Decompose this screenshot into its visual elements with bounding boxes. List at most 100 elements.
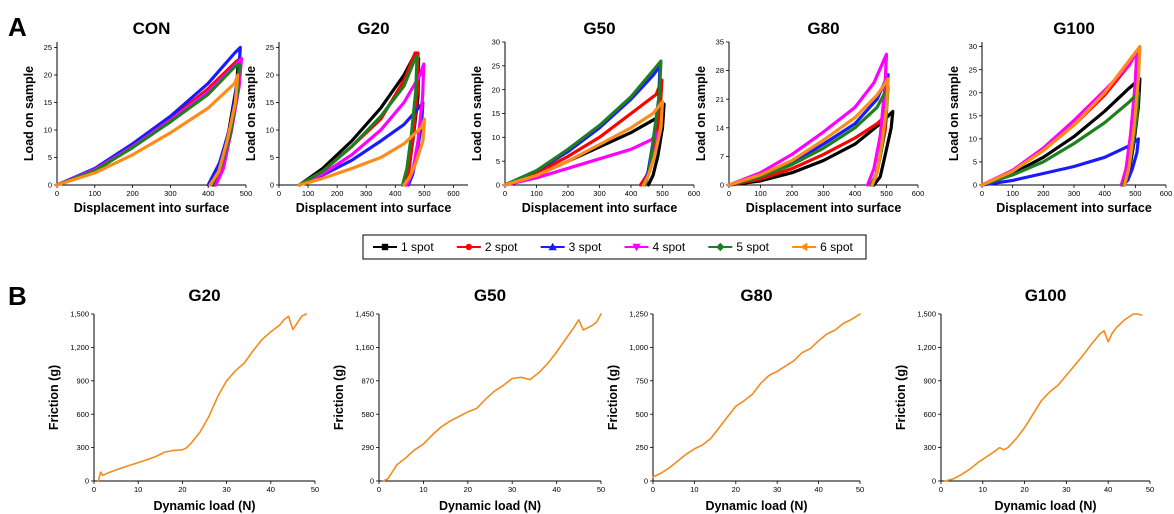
series-line-6-spot <box>297 117 426 187</box>
y-tick-label: 500 <box>635 410 648 419</box>
x-tick-label: 300 <box>1068 189 1081 198</box>
y-tick-label: 10 <box>266 126 274 135</box>
x-tick-label: 20 <box>178 485 186 494</box>
x-tick-label: 10 <box>134 485 142 494</box>
y-tick-label: 1,450 <box>355 310 374 319</box>
chart-title: G80 <box>807 19 839 38</box>
legend-marker-triangle-up <box>548 242 557 251</box>
x-axis-label: Displacement into surface <box>296 201 452 215</box>
x-tick-label: 10 <box>979 485 987 494</box>
x-tick-label: 600 <box>912 189 925 198</box>
x-tick-label: 300 <box>817 189 830 198</box>
y-tick-label: 300 <box>923 443 936 452</box>
x-tick-label: 400 <box>625 189 638 198</box>
x-tick-label: 0 <box>939 485 943 494</box>
y-tick-label: 25 <box>969 65 977 74</box>
legend-marker-square <box>381 243 389 251</box>
chart-a-con: CON 0 100 200 300 400 500 0 5 10 15 20 25 Displacemen… <box>22 19 252 215</box>
x-tick-label: 50 <box>597 485 605 494</box>
y-tick-label: 15 <box>969 111 977 120</box>
series-line-4-spot <box>727 52 889 187</box>
y-tick-label: 600 <box>923 410 936 419</box>
x-tick-label: 40 <box>267 485 275 494</box>
legend-label: 3 spot <box>569 240 602 254</box>
y-axis-label: Load on sample <box>694 66 708 161</box>
x-tick-label: 30 <box>222 485 230 494</box>
x-tick-label: 100 <box>89 189 102 198</box>
series-line-6-spot <box>55 73 240 187</box>
y-tick-label: 0 <box>270 181 274 190</box>
x-tick-label: 200 <box>331 189 344 198</box>
y-tick-label: 0 <box>85 477 89 486</box>
y-axis-label: Friction (g) <box>47 365 61 430</box>
y-tick-label: 20 <box>969 88 977 97</box>
y-tick-label: 35 <box>716 38 724 47</box>
y-tick-label: 1,500 <box>917 310 936 319</box>
legend-marker-circle <box>465 243 473 251</box>
y-tick-label: 15 <box>266 98 274 107</box>
chart-b-g50: G50 0 10 20 30 40 50 0 290 580 870 1,160 1,450 Dynami… <box>332 286 605 513</box>
legend-marker-triangle-left <box>799 242 808 252</box>
legend-label: 1 spot <box>401 240 434 254</box>
chart-b-g20: G20 0 10 20 30 40 50 0 300 600 900 1,200 1,500 Dynami… <box>47 286 319 513</box>
x-tick-label: 10 <box>419 485 427 494</box>
x-tick-label: 500 <box>1129 189 1142 198</box>
x-axis-label: Dynamic load (N) <box>994 499 1096 513</box>
y-tick-label: 0 <box>644 477 648 486</box>
series-line <box>382 313 602 482</box>
y-tick-label: 1,500 <box>70 310 89 319</box>
x-tick-label: 200 <box>126 189 139 198</box>
x-tick-label: 0 <box>727 189 731 198</box>
x-axis-label: Dynamic load (N) <box>439 499 541 513</box>
x-tick-label: 30 <box>1062 485 1070 494</box>
legend-label: 5 spot <box>736 240 769 254</box>
x-axis-label: Displacement into surface <box>74 201 230 215</box>
x-tick-label: 500 <box>418 189 431 198</box>
x-tick-label: 40 <box>814 485 822 494</box>
x-axis-label: Dynamic load (N) <box>153 499 255 513</box>
x-axis-label: Displacement into surface <box>996 201 1152 215</box>
y-tick-label: 10 <box>44 126 52 135</box>
y-tick-label: 25 <box>492 61 500 70</box>
y-tick-label: 15 <box>492 109 500 118</box>
x-tick-label: 30 <box>508 485 516 494</box>
y-tick-label: 20 <box>266 71 274 80</box>
x-tick-label: 50 <box>311 485 319 494</box>
y-tick-label: 25 <box>266 43 274 52</box>
series-line-4-spot <box>980 49 1139 187</box>
y-tick-label: 870 <box>361 376 374 385</box>
legend-marker-diamond <box>716 242 725 252</box>
panel-a-letter: A <box>8 12 27 42</box>
y-tick-label: 10 <box>492 133 500 142</box>
x-tick-label: 0 <box>55 189 59 198</box>
y-axis-label: Load on sample <box>244 66 258 161</box>
y-tick-label: 21 <box>716 95 724 104</box>
x-axis-label: Displacement into surface <box>746 201 902 215</box>
chart-title: G80 <box>740 286 772 305</box>
x-tick-label: 300 <box>360 189 373 198</box>
x-tick-label: 500 <box>240 189 253 198</box>
x-tick-label: 0 <box>503 189 507 198</box>
y-tick-label: 580 <box>361 410 374 419</box>
y-tick-label: 20 <box>492 85 500 94</box>
y-tick-label: 25 <box>44 43 52 52</box>
x-tick-label: 50 <box>856 485 864 494</box>
y-tick-label: 250 <box>635 443 648 452</box>
series-line <box>944 313 1143 482</box>
y-tick-label: 0 <box>973 181 977 190</box>
x-tick-label: 600 <box>1160 189 1173 198</box>
y-tick-label: 1,160 <box>355 343 374 352</box>
series-line-5-spot <box>55 62 242 187</box>
y-axis-label: Friction (g) <box>332 365 346 430</box>
x-tick-label: 400 <box>1098 189 1111 198</box>
x-tick-label: 10 <box>690 485 698 494</box>
y-tick-label: 290 <box>361 443 374 452</box>
series-line <box>652 313 861 478</box>
y-tick-label: 1,000 <box>629 343 648 352</box>
chart-a-g100: G100 0 100 200 300 400 500 600 0 5 10 15 20 25 30 Displ… <box>947 19 1172 215</box>
y-tick-label: 0 <box>370 477 374 486</box>
y-tick-label: 0 <box>48 181 52 190</box>
legend: 1 spot 2 spot 3 spot 4 spot 5 spot 6 spot <box>362 234 867 260</box>
x-tick-label: 50 <box>1146 485 1154 494</box>
